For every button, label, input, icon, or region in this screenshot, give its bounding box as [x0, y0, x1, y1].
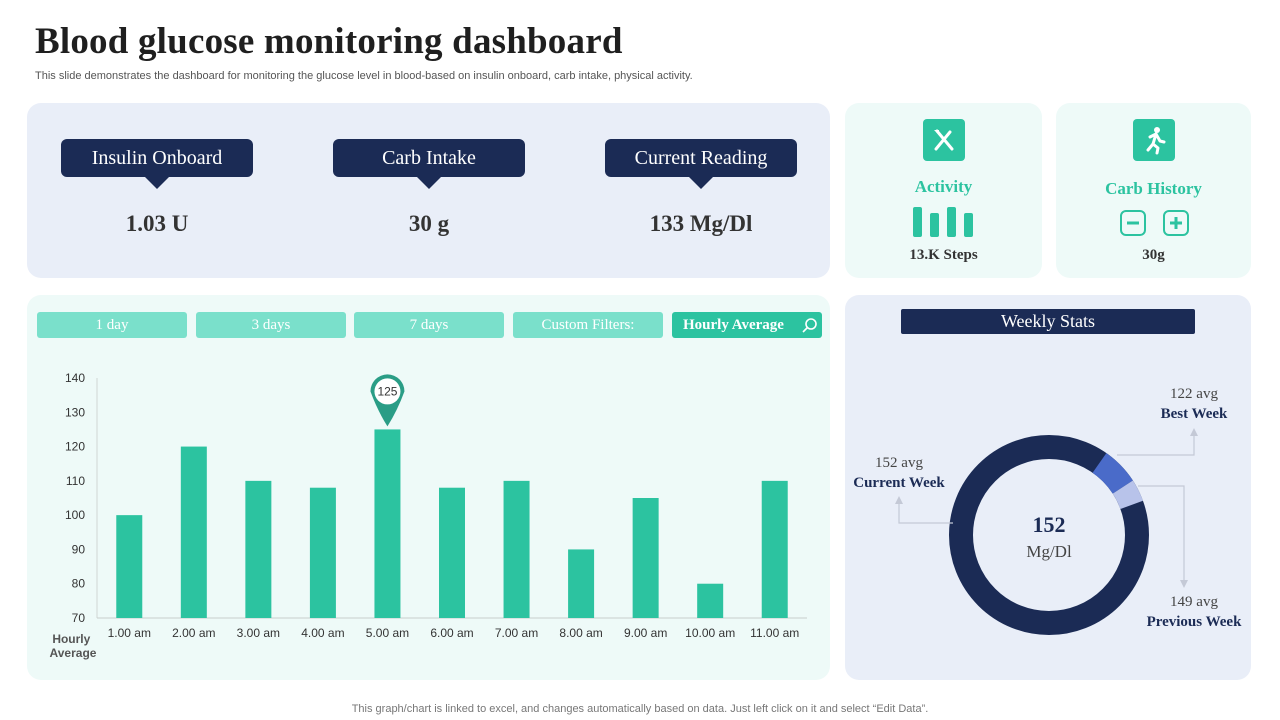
running-person-icon	[1132, 119, 1175, 161]
previous-week-connector	[1138, 485, 1185, 582]
current-week-label: Current Week	[853, 475, 945, 491]
current-week-avg: 152 avg	[875, 455, 923, 471]
insulin-onboard-metric: Insulin Onboard 1.03 U	[61, 139, 253, 237]
x-axis-label: Hourly Average	[50, 632, 97, 660]
metrics-panel: Insulin Onboard 1.03 U Carb Intake 30 g …	[27, 103, 830, 278]
page-title: Blood glucose monitoring dashboard	[35, 21, 623, 62]
best-week-avg: 122 avg	[1170, 386, 1218, 402]
x-tick-label: 5.00 am	[366, 626, 409, 640]
y-tick-label: 80	[72, 577, 86, 591]
filter-hourly-average[interactable]: Hourly Average	[672, 312, 822, 338]
current-reading-metric: Current Reading 133 Mg/Dl	[605, 139, 797, 237]
metric-value: 1.03 U	[125, 211, 189, 236]
previous-week-label: Previous Week	[1147, 614, 1243, 630]
activity-title: Activity	[914, 177, 973, 196]
filter-7-days[interactable]: 7 days	[354, 312, 504, 338]
minus-button[interactable]	[1120, 210, 1146, 236]
bar	[568, 549, 595, 618]
x-tick-label: 9.00 am	[624, 626, 667, 640]
activity-value: 13.K Steps	[909, 247, 978, 263]
filter-1-day[interactable]: 1 day	[37, 312, 187, 338]
previous-week-avg: 149 avg	[1170, 594, 1218, 610]
x-tick-label: 11.00 am	[750, 626, 799, 640]
bar	[503, 480, 530, 618]
pin-inner	[374, 378, 401, 405]
metric-label: Insulin Onboard	[61, 139, 253, 189]
previous-week-arrow	[1180, 580, 1188, 588]
bar	[245, 480, 272, 618]
fork-knife-icon	[922, 119, 965, 161]
carb-history-title: Carb History	[1105, 179, 1202, 198]
page-subtitle: This slide demonstrates the dashboard fo…	[35, 70, 693, 82]
weekly-stats-panel: Weekly Stats 152 Mg/Dl 122 avg Best Week…	[845, 295, 1251, 680]
carb-intake-metric: Carb Intake 30 g	[333, 139, 525, 237]
hourly-bar-chart: 70 80 90 100 110 120 130 140 1.00 am 2.00 am 3.00…	[50, 371, 807, 660]
metric-label: Current Reading	[605, 139, 797, 189]
bar	[116, 515, 143, 618]
y-tick-label: 90	[72, 542, 86, 556]
x-tick-label: 2.00 am	[172, 626, 215, 640]
donut-segment-best-week	[1092, 453, 1133, 494]
metric-value: 133 Mg/Dl	[649, 211, 753, 236]
bar	[309, 487, 336, 618]
y-tick-label: 110	[66, 474, 85, 488]
x-tick-label: 1.00 am	[108, 626, 151, 640]
x-axis-label-line-2: Average	[50, 646, 97, 660]
x-tick-label: 8.00 am	[559, 626, 602, 640]
x-tick-label: 4.00 am	[301, 626, 344, 640]
x-tick-label: 7.00 am	[495, 626, 538, 640]
bar	[761, 480, 788, 618]
y-tick-label: 100	[65, 508, 85, 522]
best-week-arrow	[1190, 428, 1198, 436]
carb-history-value: 30g	[1142, 247, 1165, 263]
filter-3-days[interactable]: 3 days	[196, 312, 346, 338]
metric-label: Carb Intake	[333, 139, 525, 189]
best-week-label: Best Week	[1161, 406, 1228, 422]
x-tick-label: 6.00 am	[430, 626, 473, 640]
donut-segment-current-week	[949, 435, 1149, 635]
best-week-connector	[1117, 432, 1195, 456]
carb-history-card: Carb History 30g	[1056, 103, 1251, 278]
bar	[697, 583, 724, 618]
bar	[439, 487, 465, 618]
donut-segment-previous-week	[1112, 480, 1143, 510]
search-icon	[802, 318, 817, 333]
chart-panel: 1 day 3 days 7 days Custom Filters: Hour…	[27, 295, 830, 680]
weekly-donut-chart: 152 Mg/Dl 122 avg Best Week 152 avg Curr…	[853, 386, 1243, 635]
footnote: This graph/chart is linked to excel, and…	[351, 703, 929, 715]
x-axis-label-line-1: Hourly	[52, 632, 90, 646]
current-week-connector	[898, 500, 953, 524]
bar	[632, 498, 659, 618]
highlight-marker: 125	[370, 374, 405, 427]
bar	[180, 446, 207, 618]
plus-button[interactable]	[1163, 210, 1189, 236]
filter-custom[interactable]: Custom Filters:	[513, 312, 663, 338]
current-week-arrow	[895, 496, 903, 504]
y-tick-label: 130	[65, 405, 85, 419]
y-tick-label: 120	[65, 440, 85, 454]
highlight-value-label: 125	[377, 384, 397, 398]
filter-hourly-average-label: Hourly Average	[683, 317, 784, 333]
bar	[374, 429, 401, 618]
bars-icon	[913, 207, 973, 237]
metric-value: 30 g	[408, 211, 450, 236]
donut-center-value: 152	[1033, 512, 1066, 537]
y-tick-label: 140	[65, 371, 85, 385]
x-tick-label: 3.00 am	[237, 626, 280, 640]
y-tick-label: 70	[72, 611, 86, 625]
x-tick-label: 10.00 am	[685, 626, 735, 640]
donut-center-unit: Mg/Dl	[1026, 542, 1072, 561]
weekly-stats-title: Weekly Stats	[901, 309, 1195, 334]
activity-card: Activity 13.K Steps	[845, 103, 1042, 278]
